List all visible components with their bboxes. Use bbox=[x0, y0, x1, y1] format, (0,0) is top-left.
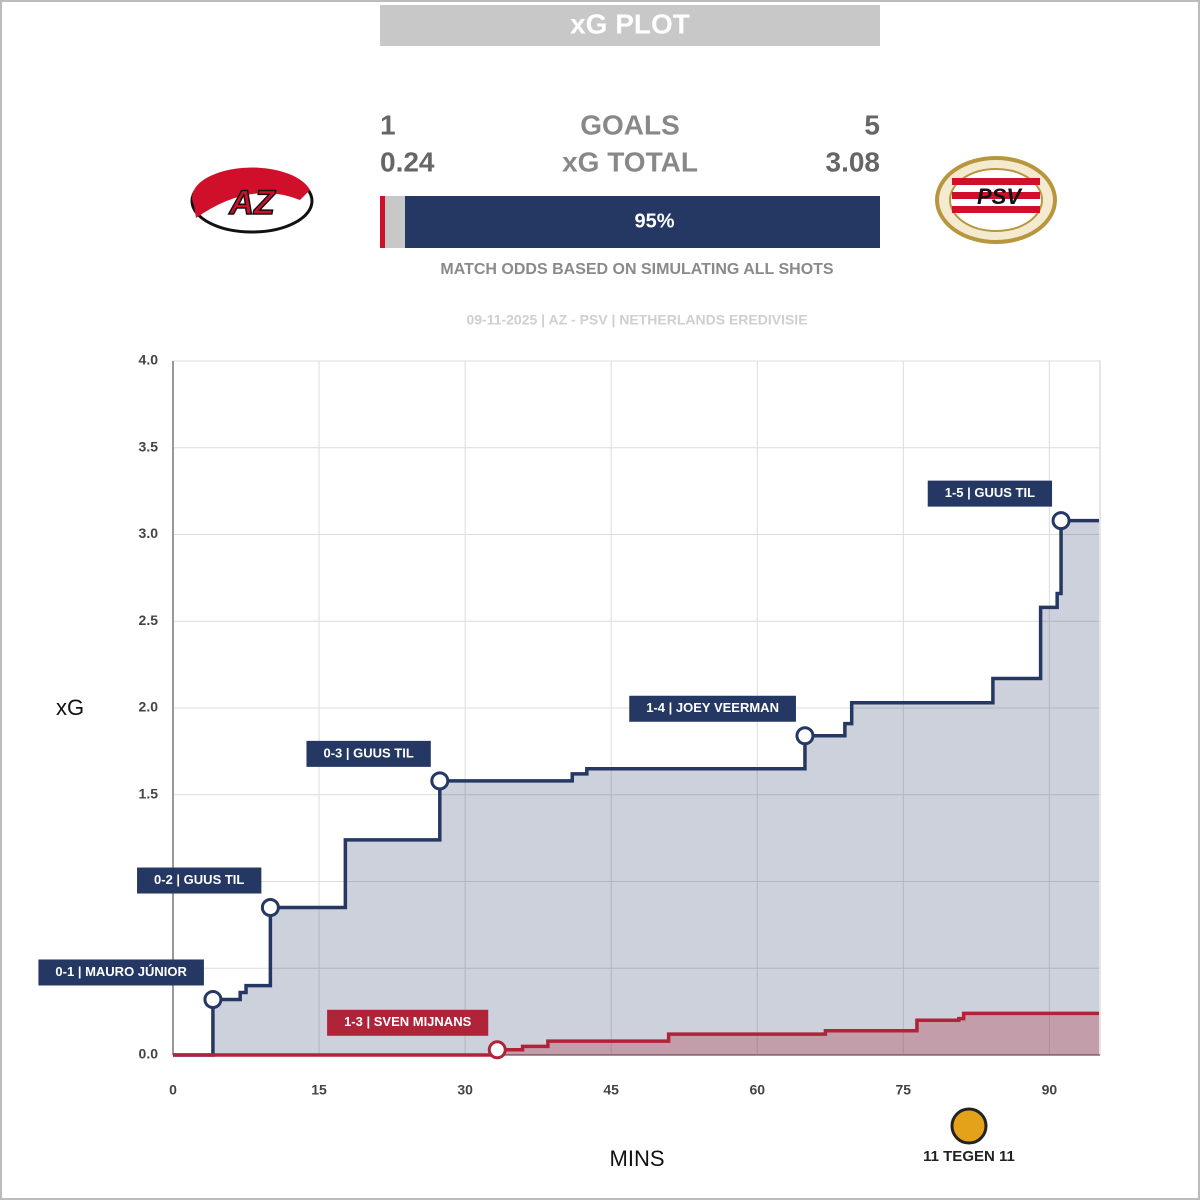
y-tick-label: 2.5 bbox=[139, 612, 159, 628]
x-tick-label: 60 bbox=[749, 1082, 765, 1098]
goal-annotation: 1-5 | GUUS TIL bbox=[927, 480, 1071, 531]
y-tick-label: 3.0 bbox=[139, 525, 159, 541]
x-axis-label: MINS bbox=[610, 1146, 665, 1171]
y-tick-label: 1.5 bbox=[139, 785, 159, 801]
annotation-box bbox=[927, 480, 1053, 507]
xg-label: xG TOTAL bbox=[562, 146, 698, 177]
title: xG PLOT bbox=[570, 8, 690, 39]
title-bar bbox=[380, 5, 880, 46]
home-logo-text: AZ bbox=[228, 184, 276, 222]
xg-line bbox=[173, 518, 1100, 1057]
home-xg: 0.24 bbox=[380, 146, 435, 177]
x-tick-label: 0 bbox=[169, 1082, 177, 1098]
goal-annotation: 0-1 | MAURO JÚNIOR bbox=[38, 959, 223, 1009]
x-tick-label: 90 bbox=[1042, 1082, 1058, 1098]
odds-away bbox=[405, 196, 880, 248]
goals-label: GOALS bbox=[580, 109, 680, 140]
odds-away-label: 95% bbox=[634, 210, 674, 232]
xg-area bbox=[173, 520, 1100, 1055]
x-tick-label: 45 bbox=[603, 1082, 619, 1098]
y-tick-label: 4.0 bbox=[139, 352, 159, 368]
annotation-text: 0-2 | GUUS TIL bbox=[154, 872, 244, 887]
x-tick-label: 15 bbox=[311, 1082, 327, 1098]
goal-annotation: 0-3 | GUUS TIL bbox=[306, 740, 450, 791]
y-tick-label: 3.5 bbox=[139, 438, 159, 454]
home-logo: AZ bbox=[190, 167, 314, 234]
y-tick-label: 2.0 bbox=[139, 699, 159, 715]
brand-logo: 11 TEGEN 11 bbox=[923, 1107, 1015, 1165]
away-logo: PSV bbox=[935, 156, 1057, 244]
annotation-text: 1-3 | SVEN MIJNANS bbox=[344, 1014, 471, 1029]
xg-area bbox=[173, 1013, 1100, 1055]
y-axis-label: xG bbox=[56, 695, 84, 720]
goal-annotation: 1-3 | SVEN MIJNANS bbox=[327, 1009, 507, 1060]
xg-line bbox=[173, 1011, 1100, 1057]
subtitle: 09-11-2025 | AZ - PSV | NETHERLANDS ERED… bbox=[466, 312, 807, 328]
odds-home bbox=[380, 196, 385, 248]
annotation-box bbox=[137, 867, 262, 894]
goal-marker bbox=[487, 1040, 507, 1060]
away-xg: 3.08 bbox=[826, 146, 881, 177]
away-goals: 5 bbox=[864, 109, 880, 140]
annotation-text: 1-5 | GUUS TIL bbox=[945, 485, 1035, 500]
goal-annotation: 1-4 | JOEY VEERMAN bbox=[629, 695, 815, 746]
home-goals: 1 bbox=[380, 109, 396, 140]
goal-marker bbox=[1051, 511, 1071, 531]
goal-marker bbox=[260, 898, 280, 918]
annotation-text: 1-4 | JOEY VEERMAN bbox=[646, 700, 779, 715]
x-tick-label: 30 bbox=[457, 1082, 473, 1098]
odds-caption: MATCH ODDS BASED ON SIMULATING ALL SHOTS bbox=[440, 261, 834, 278]
goal-marker bbox=[430, 771, 450, 791]
annotation-box bbox=[327, 1009, 489, 1036]
y-tick-label: 0.0 bbox=[139, 1046, 159, 1062]
x-tick-label: 75 bbox=[896, 1082, 912, 1098]
annotation-box bbox=[629, 695, 796, 722]
annotation-text: 0-1 | MAURO JÚNIOR bbox=[55, 964, 187, 979]
goal-marker bbox=[203, 989, 223, 1009]
annotation-box bbox=[306, 740, 431, 767]
annotation-text: 0-3 | GUUS TIL bbox=[323, 745, 413, 760]
goal-annotation: 0-2 | GUUS TIL bbox=[137, 867, 280, 918]
annotation-box bbox=[38, 959, 204, 986]
away-logo-text: PSV bbox=[977, 184, 1023, 209]
goal-marker bbox=[795, 726, 815, 746]
brand-text: 11 TEGEN 11 bbox=[923, 1148, 1015, 1165]
odds-draw bbox=[385, 196, 405, 248]
